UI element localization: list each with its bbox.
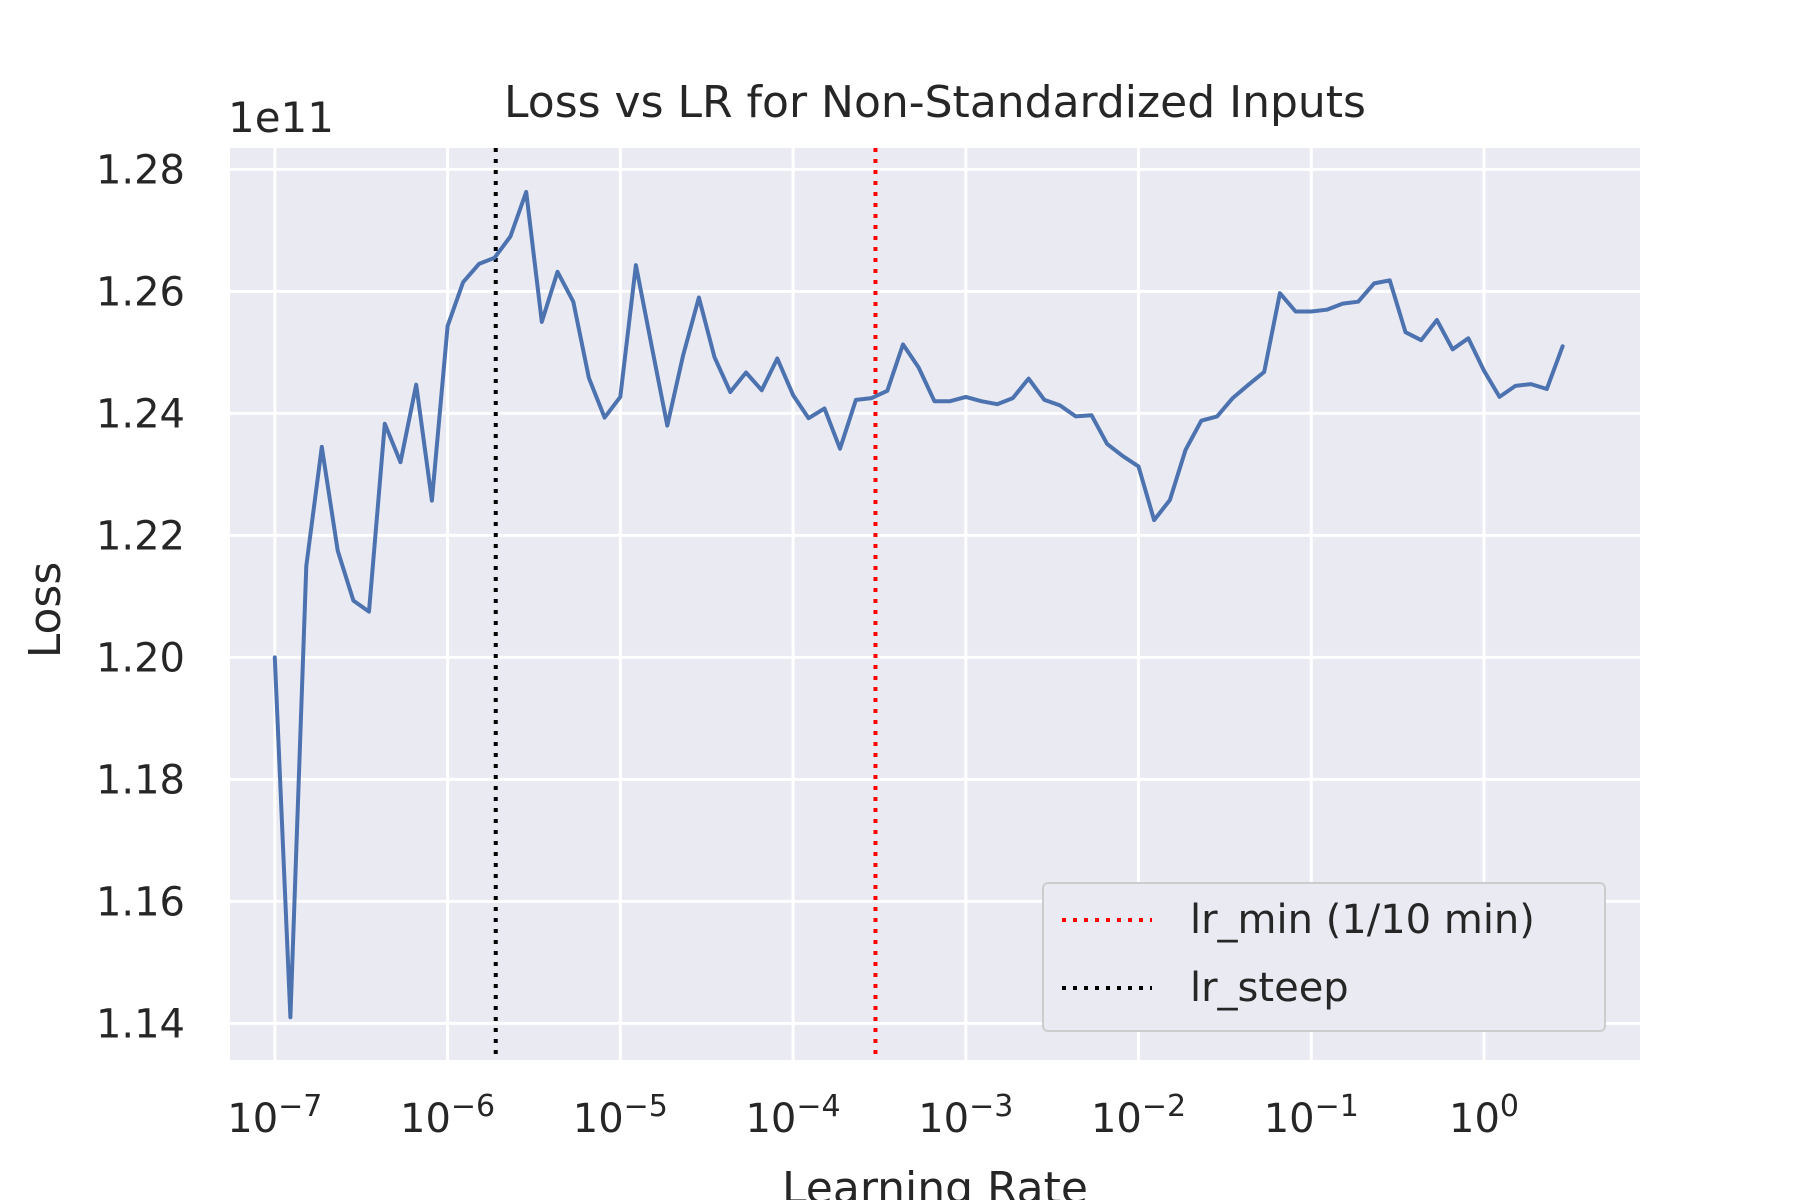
y-offset-label: 1e11 (228, 93, 334, 142)
y-tick-label: 1.24 (96, 391, 185, 437)
x-tick-label: 10−6 (400, 1089, 495, 1142)
x-axis-label: Learning Rate (782, 1163, 1088, 1200)
x-tick-label: 10−1 (1264, 1089, 1359, 1142)
y-tick-labels: 1.14 1.16 1.18 1.20 1.22 1.24 1.26 1.28 (96, 147, 185, 1047)
x-tick-label: 100 (1449, 1089, 1519, 1142)
chart-title: Loss vs LR for Non-Standardized Inputs (504, 77, 1366, 128)
x-tick-label: 10−4 (745, 1089, 840, 1142)
x-tick-label: 10−2 (1091, 1089, 1186, 1142)
y-tick-label: 1.26 (96, 269, 185, 315)
y-tick-label: 1.16 (96, 879, 185, 925)
legend-label-lr-steep: lr_steep (1190, 965, 1349, 1011)
y-tick-label: 1.22 (96, 513, 185, 559)
x-tick-label: 10−5 (573, 1089, 668, 1142)
y-tick-label: 1.28 (96, 147, 185, 193)
legend-box (1042, 882, 1606, 1032)
legend-label-lr-min: lr_min (1/10 min) (1190, 897, 1535, 943)
x-tick-label: 10−7 (227, 1089, 322, 1142)
series-layer (272, 189, 1565, 1020)
y-tick-label: 1.20 (96, 635, 185, 681)
y-axis-label: Loss (20, 562, 71, 659)
legend: lr_min (1/10 min) lr_steep (1042, 882, 1606, 1032)
x-tick-label: 10−3 (918, 1089, 1013, 1142)
series-line-0 (272, 189, 1565, 1020)
y-tick-label: 1.14 (96, 1001, 185, 1047)
x-tick-labels: 10−7 10−6 10−5 10−4 10−3 10−2 10−1 100 (227, 1089, 1519, 1142)
reference-lines (493, 148, 878, 1060)
y-tick-label: 1.18 (96, 757, 185, 803)
